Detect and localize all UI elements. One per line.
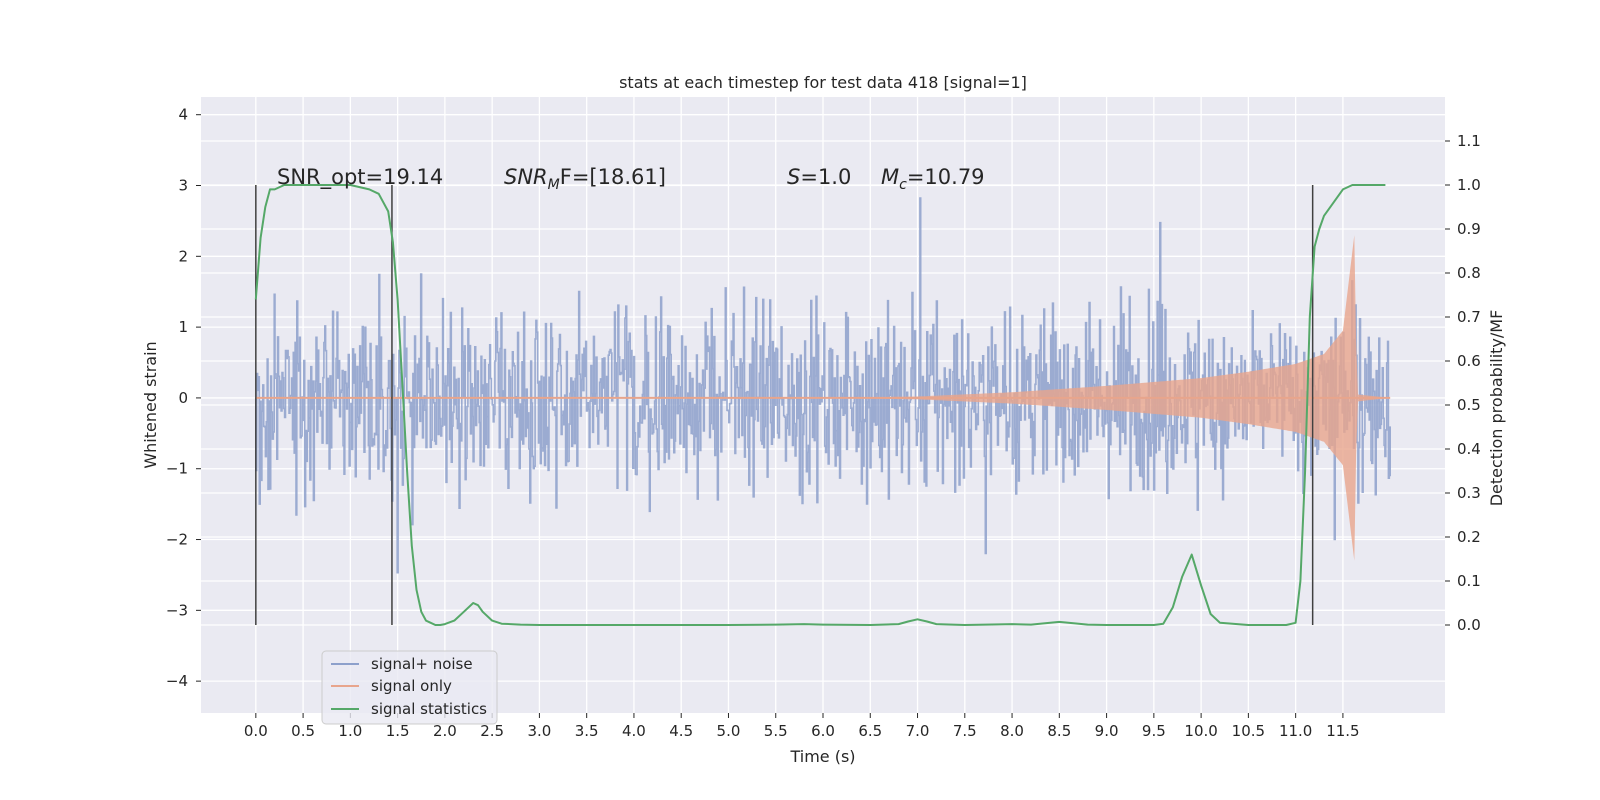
x-tick-label: 7.0 xyxy=(906,722,930,740)
annotation-mc-sub: c xyxy=(899,177,907,193)
y-tick-label: −2 xyxy=(166,531,188,549)
signal-statistics-line xyxy=(254,184,1386,626)
right-tick-label: 0.8 xyxy=(1457,264,1481,282)
x-tick-label: 9.5 xyxy=(1142,722,1166,740)
right-tick-label: 0.7 xyxy=(1457,308,1481,326)
annotation-snr-mf-main: SNR xyxy=(504,165,548,189)
x-tick-label: 11.0 xyxy=(1279,722,1312,740)
legend-box xyxy=(321,650,498,725)
x-tick-label: 6.5 xyxy=(858,722,882,740)
x-tick-label: 2.0 xyxy=(433,722,457,740)
right-tick-label: 1.1 xyxy=(1457,132,1481,150)
y-tick-label: 3 xyxy=(178,177,188,195)
annotation-snr-mf-value: F=[18.61] xyxy=(560,165,666,189)
x-tick-label: 0.5 xyxy=(291,722,315,740)
y-axis-label: Whitened strain xyxy=(141,341,160,468)
x-tick-label: 4.5 xyxy=(669,722,693,740)
tick-layer: 0.0 0.5 1.0 1.5 2.0 2.5 3.0 3.5 4.0 4.5 5.0 5.5 6.0 6… xyxy=(166,106,1481,740)
chart-title: stats at each timestep for test data 418… xyxy=(619,73,1027,92)
right-tick-label: 0.4 xyxy=(1457,440,1481,458)
legend: signal+ noise signal only signal statist… xyxy=(321,650,498,725)
x-tick-label: 6.0 xyxy=(811,722,835,740)
x-tick-label: 1.0 xyxy=(338,722,362,740)
y-axis-label-right: Detection probability/MF xyxy=(1487,310,1506,507)
legend-label-statistics: signal statistics xyxy=(371,700,487,718)
y-tick-label: 0 xyxy=(178,389,188,407)
annotation-s: S=1.0 xyxy=(787,165,851,189)
annotation-snr-opt: SNR_opt=19.14 xyxy=(277,165,443,190)
x-axis-label: Time (s) xyxy=(789,747,855,766)
x-tick-label: 8.5 xyxy=(1047,722,1071,740)
right-tick-label: 0.5 xyxy=(1457,396,1481,414)
x-tick-label: 11.5 xyxy=(1326,722,1359,740)
legend-label-noise: signal+ noise xyxy=(371,655,473,673)
vertical-marker-lines xyxy=(255,185,1314,625)
x-tick-label: 1.5 xyxy=(386,722,410,740)
right-tick-label: 0.6 xyxy=(1457,352,1481,370)
x-tick-label: 7.5 xyxy=(953,722,977,740)
x-tick-label: 3.5 xyxy=(575,722,599,740)
x-tick-label: 8.0 xyxy=(1000,722,1024,740)
y-tick-label: −1 xyxy=(166,460,188,478)
y-tick-label: −3 xyxy=(166,601,188,619)
y-tick-label: 1 xyxy=(178,318,188,336)
annotations: SNR_opt=19.14 SNRMF=[18.61] S=1.0 Mc=10.… xyxy=(277,165,985,193)
right-tick-label: 1.0 xyxy=(1457,176,1481,194)
annotation-snr-mf-sub: M xyxy=(548,177,560,193)
x-tick-label: 9.0 xyxy=(1095,722,1119,740)
y-tick-label: 2 xyxy=(178,247,188,265)
x-tick-label: 10.0 xyxy=(1184,722,1217,740)
annotation-snr-mf: SNRMF=[18.61] xyxy=(504,165,666,193)
x-tick-label: 3.0 xyxy=(527,722,551,740)
x-tick-label: 2.5 xyxy=(480,722,504,740)
right-tick-label: 0.0 xyxy=(1457,616,1481,634)
x-tick-label: 4.0 xyxy=(622,722,646,740)
annotation-s-main: S xyxy=(787,165,800,189)
annotation-s-value: =1.0 xyxy=(800,165,851,189)
signal-statistics-series xyxy=(254,184,1386,626)
signal-only-series xyxy=(255,235,1391,561)
right-tick-label: 0.9 xyxy=(1457,220,1481,238)
annotation-mc-main: M xyxy=(881,165,899,189)
x-tick-label: 5.0 xyxy=(717,722,741,740)
right-tick-label: 0.1 xyxy=(1457,572,1481,590)
annotation-mc-value: =10.79 xyxy=(907,165,985,189)
annotation-mc: Mc=10.79 xyxy=(881,165,985,193)
x-tick-label: 5.5 xyxy=(764,722,788,740)
right-tick-label: 0.2 xyxy=(1457,528,1481,546)
y-tick-label: 4 xyxy=(178,106,188,124)
legend-label-signal: signal only xyxy=(371,677,452,695)
x-tick-label: 10.5 xyxy=(1232,722,1265,740)
y-tick-label: −4 xyxy=(166,672,188,690)
right-tick-label: 0.3 xyxy=(1457,484,1481,502)
x-tick-label: 0.0 xyxy=(244,722,268,740)
